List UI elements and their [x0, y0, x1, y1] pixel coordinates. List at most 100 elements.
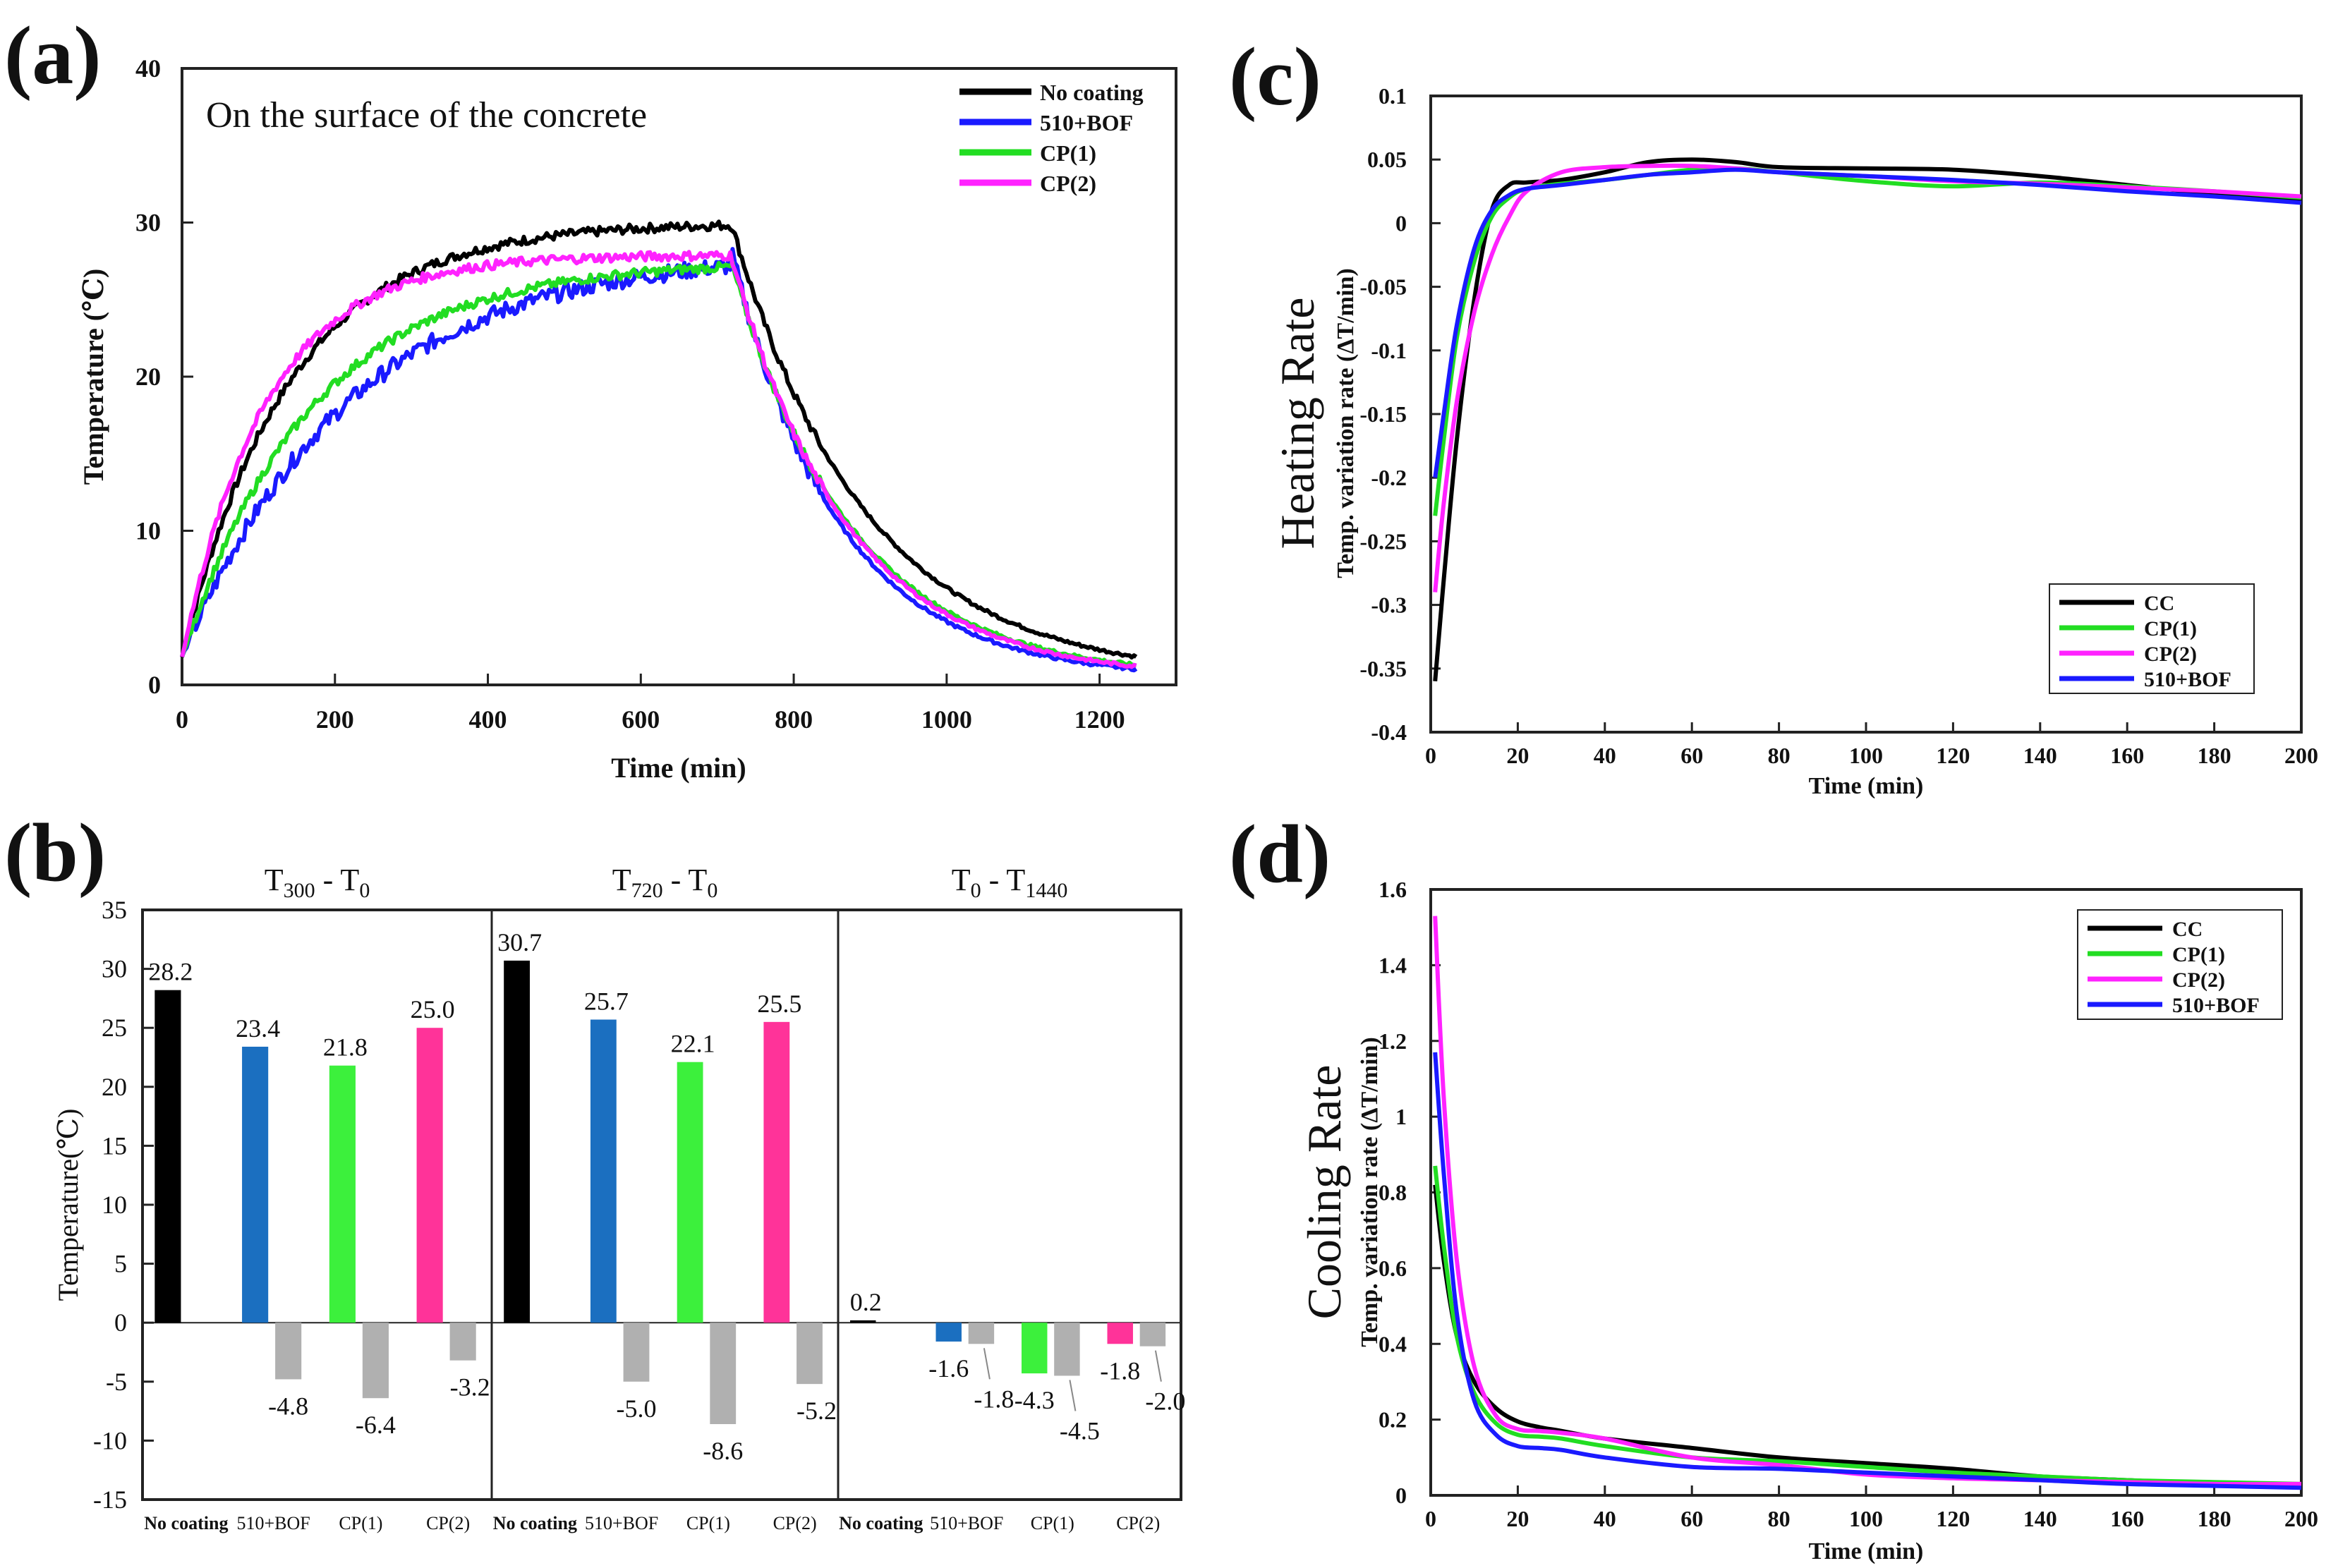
- b-category-label: No coating: [493, 1513, 577, 1533]
- c-xtick-label: 200: [2284, 743, 2318, 768]
- c-ytick-label: -0.05: [1359, 274, 1407, 300]
- b-diff-label: -8.6: [703, 1437, 743, 1465]
- b-group-title-subscript: 300: [284, 879, 315, 902]
- b-value-label: -1.6: [928, 1354, 969, 1382]
- d-xtick-label: 60: [1680, 1506, 1703, 1531]
- panel-a-temperature-chart: On the surface of the concrete Time (min…: [78, 54, 1177, 784]
- b-value-label: 25.5: [757, 990, 801, 1018]
- d-xtick-label: 100: [1849, 1506, 1883, 1531]
- a-legend-label-cp-1: CP(1): [1040, 140, 1096, 166]
- b-group-title-subscript: 0: [359, 879, 370, 902]
- b-ytick-label: 0: [114, 1308, 127, 1337]
- b-value-label: 0.2: [850, 1288, 882, 1316]
- c-ytick-label: -0.1: [1371, 338, 1407, 363]
- b-ytick-label: -5: [106, 1368, 127, 1396]
- d-xtick-label: 120: [1936, 1506, 1970, 1531]
- b-group-title-part: T: [265, 863, 284, 897]
- b-diff-label: -2.0: [1145, 1387, 1185, 1416]
- b-diff-leader: [1154, 1350, 1162, 1382]
- panel-b-group-titles: T300 - T0 T720 - T0 T0 - T1440: [265, 863, 1068, 902]
- b-group-title-part: - T: [981, 863, 1026, 897]
- b-ytick-label: 5: [114, 1250, 127, 1278]
- panel-b-bars: 28.2 No coating 23.4 -4.8 510+BOF 21.8 -6.4 CP(…: [144, 928, 1185, 1533]
- b-diff-bar-2-cp-2: [1139, 1323, 1166, 1347]
- b-value-label: 28.2: [148, 958, 193, 986]
- d-legend-label-510-bof: 510+BOF: [2172, 994, 2260, 1017]
- panel-d-cooling-rate-chart: Cooling Rate Temp. variation rate (ΔT/mi…: [1297, 877, 2318, 1564]
- c-ytick-label: -0.3: [1371, 592, 1407, 618]
- c-legend-label-cc: CC: [2144, 592, 2174, 615]
- d-xtick-label: 0: [1425, 1506, 1436, 1531]
- b-group-title-part: T: [612, 863, 631, 897]
- b-diff-label: -6.4: [356, 1411, 396, 1439]
- a-ytick-label: 20: [135, 363, 161, 391]
- panel-label-c: (c): [1229, 30, 1321, 123]
- b-ytick-label: -10: [93, 1426, 127, 1454]
- b-diff-label: -3.2: [450, 1373, 490, 1402]
- b-diff-bar-0-cp-1: [362, 1323, 389, 1399]
- panel-a-annotation: On the surface of the concrete: [206, 95, 647, 135]
- c-ytick-label: 0.05: [1367, 147, 1407, 172]
- b-diff-label: -1.8: [974, 1385, 1014, 1413]
- b-group-title-subscript: 0: [707, 879, 717, 902]
- c-ytick-label: -0.2: [1371, 465, 1407, 490]
- panel-c-ylabel: Temp. variation rate (ΔT/min): [1333, 268, 1359, 578]
- b-diff-bar-0-510-bof: [275, 1323, 302, 1380]
- c-ytick-label: 0.1: [1379, 83, 1407, 109]
- b-diff-label: -4.8: [268, 1392, 308, 1420]
- d-legend-label-cp-2: CP(2): [2172, 968, 2225, 992]
- b-ytick-label: 20: [102, 1073, 127, 1101]
- a-xtick-label: 800: [775, 705, 813, 734]
- b-ytick-label: 30: [102, 955, 127, 983]
- b-bar-2-cp-1: [1022, 1323, 1048, 1374]
- b-group-title-2: T0 - T1440: [952, 863, 1068, 902]
- b-group-title-part: T: [952, 863, 971, 897]
- b-value-label: -4.3: [1014, 1386, 1055, 1414]
- panel-a-xlabel: Time (min): [611, 752, 746, 784]
- b-category-label: 510+BOF: [237, 1513, 310, 1533]
- d-xtick-label: 20: [1506, 1506, 1529, 1531]
- b-group-title-subscript: 0: [971, 879, 981, 902]
- b-bar-1-cp-1: [677, 1062, 703, 1323]
- a-legend-label-510-bof: 510+BOF: [1040, 110, 1133, 135]
- b-ytick-label: 25: [102, 1014, 127, 1042]
- d-ytick-label: 1.2: [1379, 1028, 1407, 1054]
- b-value-label: -1.8: [1100, 1356, 1140, 1385]
- b-bar-0-510-bof: [242, 1046, 269, 1323]
- b-bar-0-cp-2: [416, 1028, 443, 1323]
- d-legend-label-cc: CC: [2172, 918, 2203, 941]
- b-category-label: 510+BOF: [930, 1513, 1003, 1533]
- a-ytick-label: 0: [148, 671, 161, 699]
- c-xtick-label: 40: [1594, 743, 1616, 768]
- d-xtick-label: 40: [1594, 1506, 1616, 1531]
- c-legend-label-510-bof: 510+BOF: [2144, 668, 2231, 691]
- c-xtick-label: 160: [2110, 743, 2144, 768]
- b-bar-2-no-coating: [850, 1320, 876, 1323]
- b-bar-2-cp-2: [1107, 1323, 1133, 1344]
- b-bar-2-510-bof: [935, 1323, 962, 1342]
- b-diff-bar-1-510-bof: [623, 1323, 650, 1382]
- c-xtick-label: 180: [2198, 743, 2231, 768]
- a-series-cp-2: [180, 250, 1137, 669]
- c-ytick-label: -0.25: [1359, 528, 1407, 554]
- b-value-label: 23.4: [236, 1014, 280, 1043]
- b-diff-label: -4.5: [1060, 1416, 1100, 1445]
- a-series-no-coating: [180, 219, 1138, 660]
- b-value-label: 30.7: [497, 928, 542, 956]
- b-ytick-label: -15: [93, 1485, 127, 1514]
- d-xtick-label: 180: [2198, 1506, 2231, 1531]
- b-value-label: 25.7: [584, 987, 629, 1015]
- b-group-title-1: T720 - T0: [612, 863, 718, 902]
- panel-c-title: Heating Rate: [1271, 298, 1324, 549]
- b-value-label: 21.8: [323, 1033, 368, 1062]
- c-xtick-label: 60: [1680, 743, 1703, 768]
- panel-b-bar-chart: Temperature(℃) -15 -10 -5 0 5 10 15 20 25 30 35 28…: [52, 863, 1185, 1533]
- a-series-cp-1: [180, 260, 1137, 668]
- a-xtick-label: 200: [316, 705, 354, 734]
- panel-c-heating-rate-chart: Heating Rate Temp. variation rate (ΔT/mi…: [1271, 83, 2318, 799]
- panel-a-axis-ticks: 0 200 400 600 800 1000 1200 0 10 20 30 40: [135, 54, 1125, 734]
- b-diff-bar-2-510-bof: [968, 1323, 995, 1344]
- b-category-label: CP(1): [686, 1513, 730, 1533]
